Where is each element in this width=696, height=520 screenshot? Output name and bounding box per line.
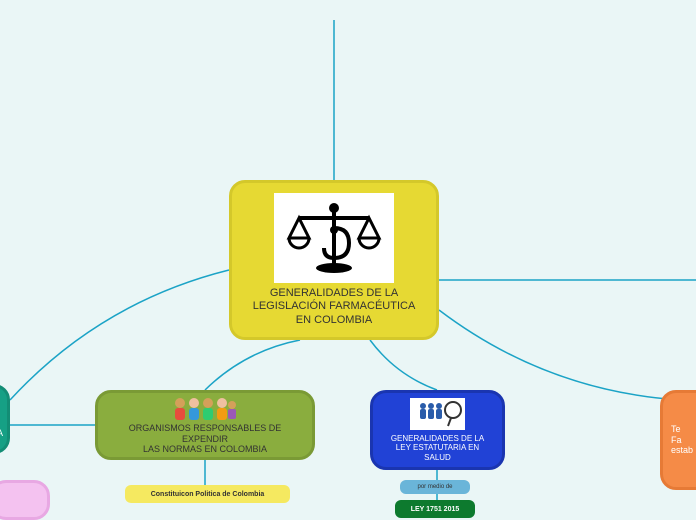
node-por-medio[interactable]: por medio de [400,480,470,494]
node-organisms[interactable]: ORGANISMOS RESPONSABLES DE EXPENDIR LAS … [95,390,315,460]
node-left-partial-label: ANA [0,428,3,439]
node-right-orange[interactable]: Te Fa estab [660,390,696,490]
pharmacy-scale-icon [274,193,394,283]
node-ley-1751[interactable]: LEY 1751 2015 [395,500,475,518]
people-icon [170,395,240,423]
node-right-orange-label: Te Fa estab [671,424,693,456]
node-ley-estatutaria[interactable]: GENERALIDADES DE LA LEY ESTATUTARIA EN S… [370,390,505,470]
node-center[interactable]: GENERALIDADES DE LA LEGISLACIÓN FARMACÉU… [229,180,439,340]
health-icon [410,398,465,430]
node-left-partial[interactable]: ANA [0,384,10,454]
node-organisms-label: ORGANISMOS RESPONSABLES DE EXPENDIR LAS … [106,423,304,455]
node-ley-estatutaria-label: GENERALIDADES DE LA LEY ESTATUTARIA EN S… [391,434,484,463]
node-left-pink[interactable] [0,480,50,520]
node-constitucion-label: Constituicon Politica de Colombia [151,491,265,498]
node-por-medio-label: por medio de [417,484,452,490]
node-ley-1751-label: LEY 1751 2015 [411,506,460,513]
node-constitucion[interactable]: Constituicon Politica de Colombia [125,485,290,503]
node-center-label: GENERALIDADES DE LA LEGISLACIÓN FARMACÉU… [253,287,416,327]
